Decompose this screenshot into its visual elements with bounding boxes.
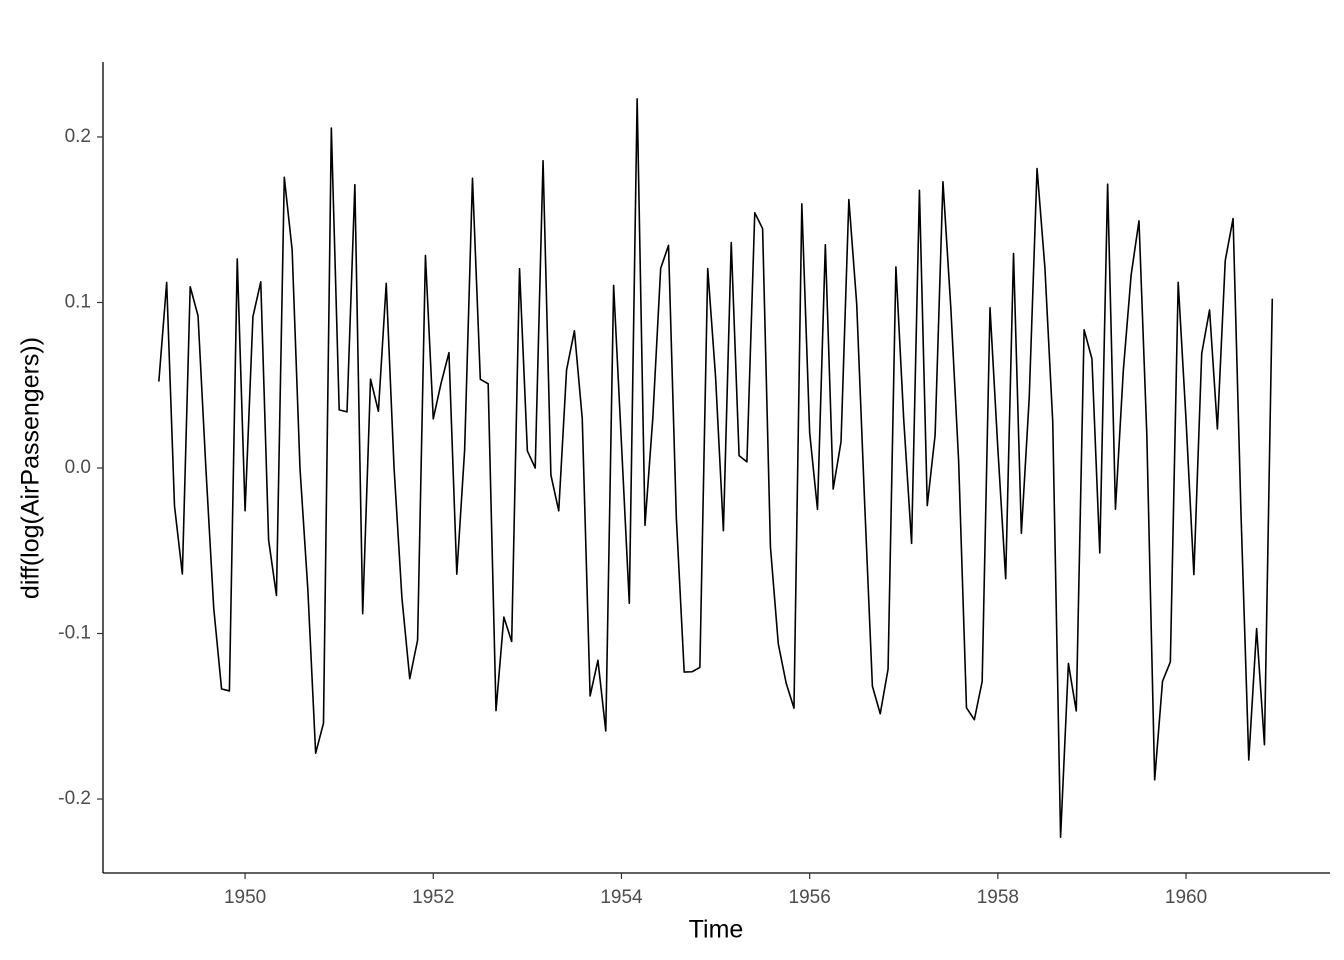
x-axis-title: Time xyxy=(689,916,744,944)
y-tick-label: -0.1 xyxy=(58,623,91,644)
y-tick-label: 0.1 xyxy=(65,292,91,313)
x-tick-label: 1960 xyxy=(1165,887,1207,908)
x-tick-label: 1958 xyxy=(977,887,1019,908)
y-tick-label: 0.2 xyxy=(65,126,91,147)
x-tick-label: 1956 xyxy=(789,887,831,908)
x-tick-label: 1954 xyxy=(600,887,643,908)
y-tick-label: 0.0 xyxy=(65,457,91,478)
y-axis-title: diff(log(AirPassengers)) xyxy=(17,337,45,599)
x-tick-label: 1950 xyxy=(224,887,266,908)
y-tick-label: -0.2 xyxy=(58,788,91,809)
x-tick-label: 1952 xyxy=(412,887,454,908)
series-line xyxy=(158,97,1274,839)
